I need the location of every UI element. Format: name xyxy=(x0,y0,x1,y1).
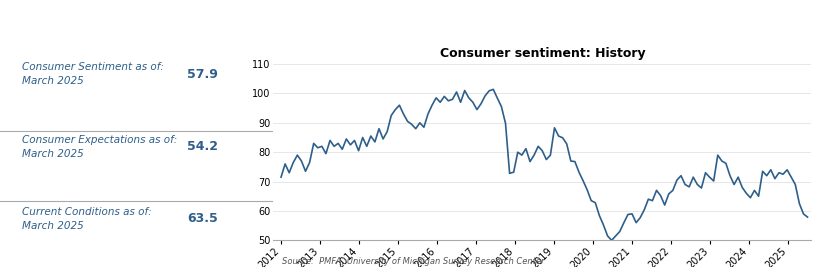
Text: 63.5: 63.5 xyxy=(187,212,218,225)
Text: Source:  PMFA, University of Michigan Survey Research Center: Source: PMFA, University of Michigan Sur… xyxy=(281,257,543,266)
Text: Current Conditions as of:
March 2025: Current Conditions as of: March 2025 xyxy=(22,207,151,231)
Text: Consumer Sentiment as of:
March 2025: Consumer Sentiment as of: March 2025 xyxy=(22,62,164,86)
Text: 54.2: 54.2 xyxy=(186,140,218,153)
Title: Consumer sentiment: History: Consumer sentiment: History xyxy=(439,47,644,60)
Text: UNIVERSITY OF MICHIGAN CONSUMER SENTIMENT: UNIVERSITY OF MICHIGAN CONSUMER SENTIMEN… xyxy=(198,17,629,32)
Text: Consumer Expectations as of:
March 2025: Consumer Expectations as of: March 2025 xyxy=(22,135,177,159)
Text: 57.9: 57.9 xyxy=(187,68,218,81)
